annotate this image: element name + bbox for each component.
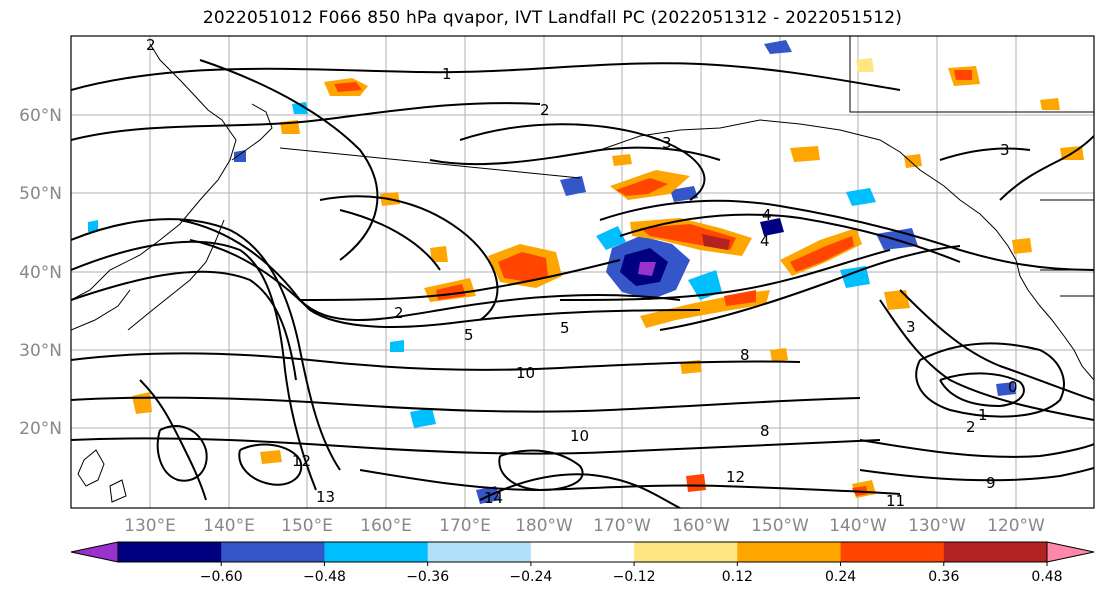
contour-label: 4 xyxy=(762,206,772,224)
contour-label: 14 xyxy=(484,489,503,507)
colorbar-segment xyxy=(427,542,532,562)
contour-label: 5 xyxy=(464,326,474,344)
colorbar-min-extension xyxy=(70,541,119,563)
contour-label: 2 xyxy=(146,36,156,54)
contour-label: 12 xyxy=(292,452,311,470)
lat-label-40n: 40°N xyxy=(19,263,62,283)
lon-label: 160°W xyxy=(672,516,730,536)
lon-label: 160°E xyxy=(360,516,412,536)
colorbar-tick-label: 0.24 xyxy=(825,569,856,585)
colorbar-segment xyxy=(324,542,429,562)
colorbar-tick-label: 0.48 xyxy=(1031,569,1062,585)
colorbar-max-extension xyxy=(1046,541,1095,563)
contour-label: 2 xyxy=(540,101,550,119)
colorbar-tick-label: 0.36 xyxy=(928,569,959,585)
map-title: 2022051012 F066 850 hPa qvapor, IVT Land… xyxy=(202,8,903,28)
contour-label: 8 xyxy=(760,422,770,440)
lat-label-20n: 20°N xyxy=(19,419,62,439)
lon-label: 170°W xyxy=(593,516,651,536)
colorbar-segment xyxy=(118,542,222,562)
contour-label: 2 xyxy=(394,304,404,322)
colorbar-tick-label: −0.24 xyxy=(509,569,552,585)
contour-label: 4 xyxy=(760,232,770,250)
lon-label: 180°W xyxy=(515,516,573,536)
contour-label: 10 xyxy=(570,427,589,445)
colorbar-tick-label: −0.48 xyxy=(303,569,346,585)
contour-label: 8 xyxy=(740,346,750,364)
contour-label: 1 xyxy=(442,65,452,83)
contour-label: 9 xyxy=(986,474,996,492)
lon-label: 130°W xyxy=(908,516,966,536)
contour-label: 3 xyxy=(662,134,672,152)
lon-label: 120°W xyxy=(987,516,1045,536)
lon-label: 150°E xyxy=(281,516,333,536)
lon-label: 150°W xyxy=(751,516,809,536)
colorbar-tick-label: −0.12 xyxy=(613,569,656,585)
contour-label: 3 xyxy=(1000,141,1010,159)
latitude-labels: 60°N 50°N 40°N 30°N 20°N xyxy=(19,106,62,439)
gridlines xyxy=(71,36,1094,508)
contour-label: 13 xyxy=(316,488,335,506)
contour-label: 1 xyxy=(978,406,988,424)
ivt-contours xyxy=(71,59,1094,508)
contour-label: 11 xyxy=(886,492,905,510)
contour-label: 5 xyxy=(560,319,570,337)
longitude-labels: 130°E 140°E 150°E 160°E 170°E 180°W 170°… xyxy=(124,516,1045,536)
colorbar-tick-label: −0.36 xyxy=(406,569,449,585)
colorbar-segment xyxy=(221,542,325,562)
contour-label: 2 xyxy=(966,418,976,436)
colorbar-segment xyxy=(943,542,1048,562)
lat-label-60n: 60°N xyxy=(19,106,62,126)
colorbar-segment xyxy=(530,542,635,562)
colorbar-segment xyxy=(840,542,945,562)
contour-label: 0 xyxy=(1008,378,1018,396)
coastlines xyxy=(71,36,1094,503)
colorbar: −0.60 −0.48 −0.36 −0.24 −0.12 0.12 0.24 0.36 0.4… xyxy=(70,541,1095,585)
colorbar-segment xyxy=(634,542,738,562)
colorbar-tick-label: −0.60 xyxy=(200,569,243,585)
lon-label: 130°E xyxy=(124,516,176,536)
contour-label-group: 1 2 2 3 3 4 4 2 5 5 8 10 10 12 14 12 13 … xyxy=(146,36,1018,510)
map-frame-border xyxy=(70,35,1095,509)
lon-label: 140°W xyxy=(829,516,887,536)
lon-label: 140°E xyxy=(203,516,255,536)
contour-label: 3 xyxy=(906,318,916,336)
contour-label: 10 xyxy=(516,364,535,382)
contour-label: 12 xyxy=(726,468,745,486)
lat-label-30n: 30°N xyxy=(19,341,62,361)
lon-label: 170°E xyxy=(439,516,491,536)
colorbar-tick-label: 0.12 xyxy=(722,569,753,585)
lat-label-50n: 50°N xyxy=(19,184,62,204)
colorbar-segment xyxy=(737,542,842,562)
